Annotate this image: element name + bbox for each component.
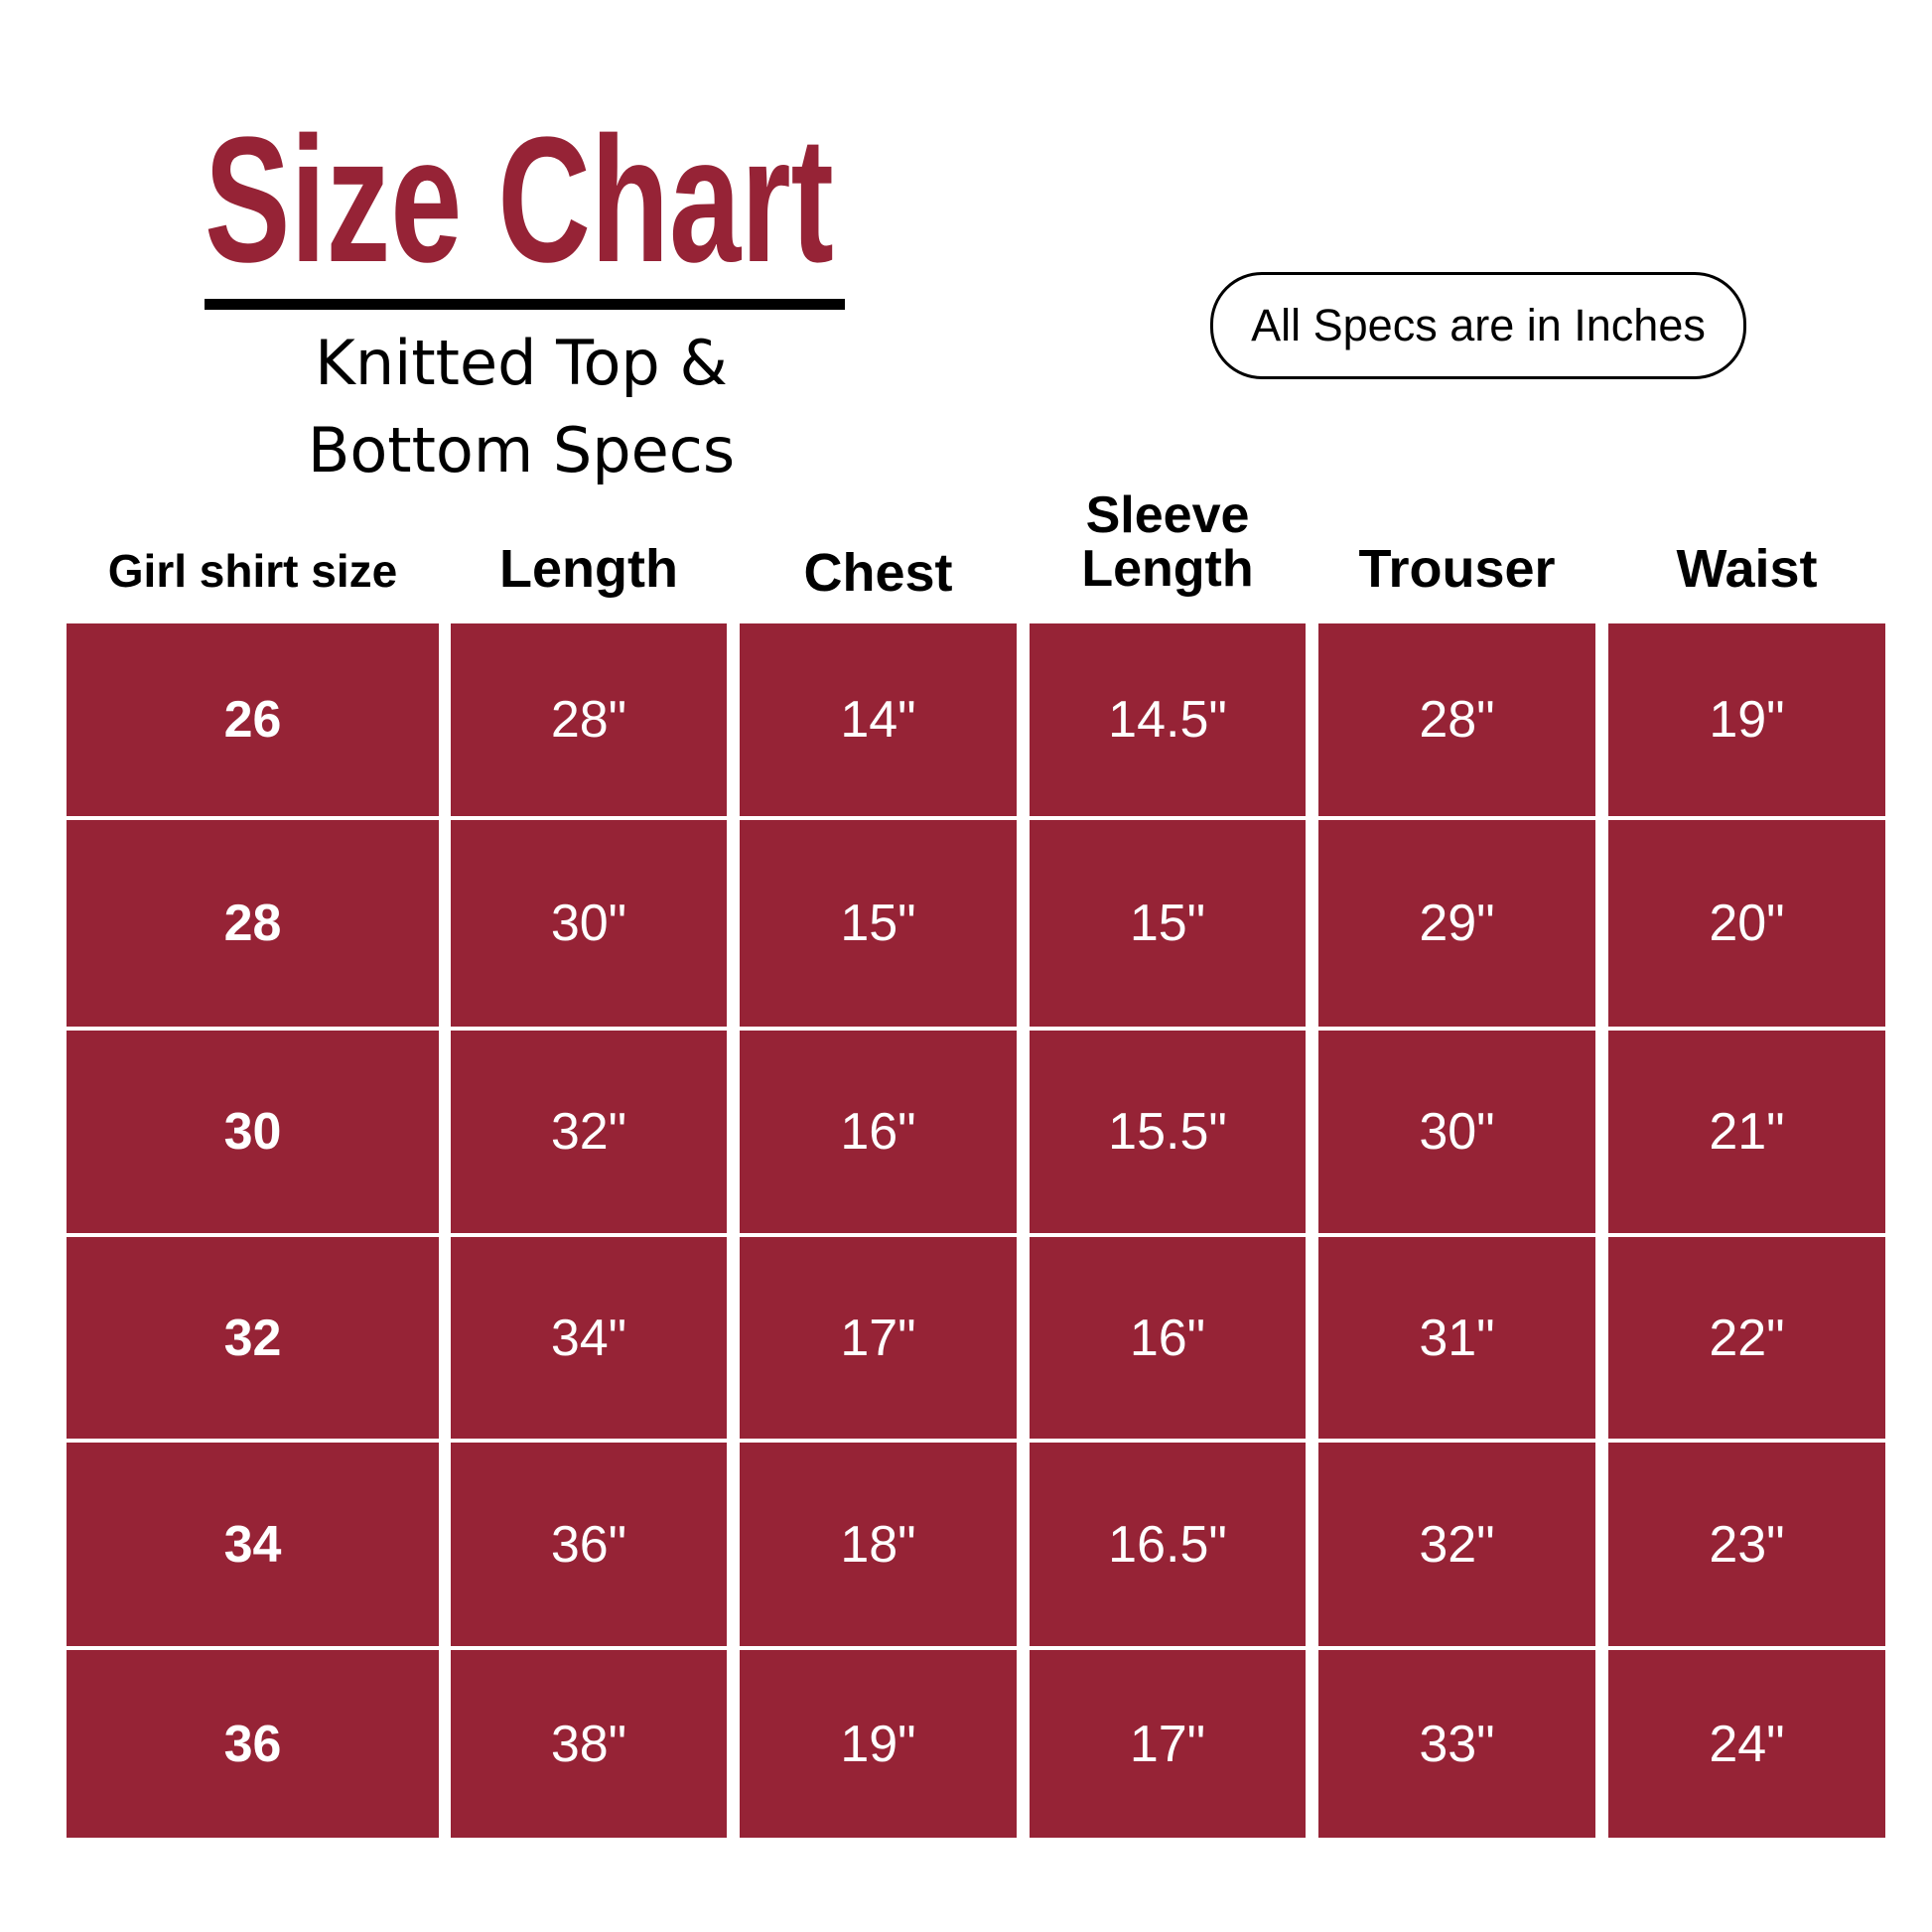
spec-cell: 17" (740, 1237, 1017, 1439)
spec-cell: 16" (1030, 1237, 1306, 1439)
spec-cell: 18" (740, 1443, 1017, 1646)
column-header: Sleeve Length (1081, 486, 1254, 598)
spec-cell: 31" (1318, 1237, 1595, 1439)
subtitle: Knitted Top & Bottom Specs (238, 320, 804, 494)
spec-cell: 30" (1318, 1031, 1595, 1233)
spec-cell: 28" (451, 623, 727, 816)
spec-cell: 22" (1608, 1237, 1885, 1439)
size-cell: 30 (67, 1031, 439, 1233)
spec-cell: 20" (1608, 820, 1885, 1027)
spec-cell: 29" (1318, 820, 1595, 1027)
spec-cell: 19" (1608, 623, 1885, 816)
spec-cell: 21" (1608, 1031, 1885, 1233)
spec-cell: 14" (740, 623, 1017, 816)
title-underline (205, 299, 845, 310)
units-note-badge: All Specs are in Inches (1210, 272, 1746, 379)
column-header: Waist (1676, 539, 1818, 599)
size-cell: 32 (67, 1237, 439, 1439)
spec-cell: 17" (1030, 1650, 1306, 1838)
spec-cell: 38" (451, 1650, 727, 1838)
spec-cell: 33" (1318, 1650, 1595, 1838)
column-header: Trouser (1358, 539, 1556, 599)
spec-cell: 24" (1608, 1650, 1885, 1838)
column-header: Girl shirt size (107, 545, 398, 597)
spec-cell: 30" (451, 820, 727, 1027)
spec-cell: 23" (1608, 1443, 1885, 1646)
subtitle-line-1: Knitted Top & (315, 327, 728, 399)
spec-cell: 16" (740, 1031, 1017, 1233)
page-title: Size Chart (205, 100, 834, 300)
spec-cell: 16.5" (1030, 1443, 1306, 1646)
spec-cell: 15" (740, 820, 1017, 1027)
spec-cell: 32" (1318, 1443, 1595, 1646)
spec-cell: 15" (1030, 820, 1306, 1027)
spec-cell: 32" (451, 1031, 727, 1233)
spec-cell: 15.5" (1030, 1031, 1306, 1233)
spec-cell: 14.5" (1030, 623, 1306, 816)
column-header: Chest (803, 543, 953, 603)
column-header: Length (499, 539, 678, 599)
subtitle-line-2: Bottom Specs (307, 414, 736, 486)
size-cell: 36 (67, 1650, 439, 1838)
spec-cell: 28" (1318, 623, 1595, 816)
size-cell: 34 (67, 1443, 439, 1646)
spec-cell: 34" (451, 1237, 727, 1439)
size-cell: 28 (67, 820, 439, 1027)
size-cell: 26 (67, 623, 439, 816)
spec-cell: 36" (451, 1443, 727, 1646)
spec-cell: 19" (740, 1650, 1017, 1838)
